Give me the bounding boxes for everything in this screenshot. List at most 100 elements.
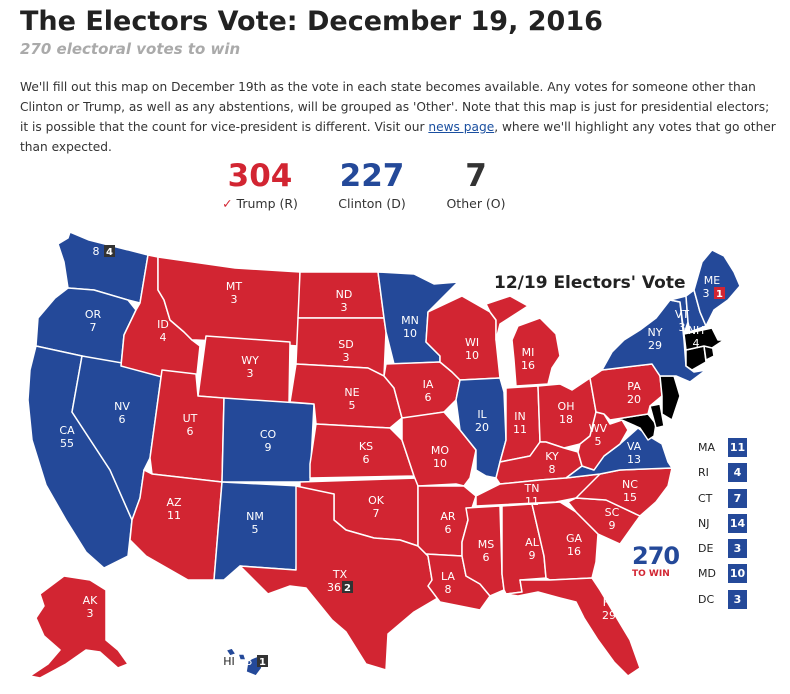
state-label-mn: MN bbox=[401, 314, 419, 327]
state-AZ[interactable] bbox=[129, 469, 223, 581]
state-label-tx: TX bbox=[332, 568, 348, 581]
state-label-wy: WY bbox=[241, 354, 259, 367]
state-ev-nc: 15 bbox=[623, 491, 637, 504]
state-label-id: ID bbox=[157, 318, 169, 331]
small-state-ev: 3 bbox=[728, 589, 747, 609]
state-label-wv: WV bbox=[589, 422, 608, 435]
state-ev-me: 3 bbox=[703, 287, 710, 300]
state-label-wa: WA bbox=[93, 232, 111, 245]
state-ev-ut: 6 bbox=[187, 425, 194, 438]
state-label-ky: KY bbox=[545, 450, 559, 463]
state-ev-or: 7 bbox=[90, 321, 97, 334]
state-DE[interactable] bbox=[649, 403, 665, 429]
small-state-ev: 3 bbox=[728, 539, 747, 559]
state-WY[interactable] bbox=[197, 335, 291, 405]
state-MI-lower[interactable] bbox=[511, 317, 561, 387]
state-label-sc: SC bbox=[605, 506, 620, 519]
state-FL[interactable] bbox=[505, 577, 641, 677]
state-VT[interactable] bbox=[669, 295, 689, 335]
state-label-ut: UT bbox=[183, 412, 198, 425]
state-ev-nm: 5 bbox=[252, 523, 259, 536]
page-subtitle: 270 electoral votes to win bbox=[20, 40, 241, 58]
other-label: Other (O) bbox=[446, 196, 506, 211]
state-NY[interactable] bbox=[601, 299, 707, 383]
state-label-nd: ND bbox=[336, 288, 353, 301]
state-label-mt: MT bbox=[226, 280, 242, 293]
intro-text-2: , where we'll highlight any votes that g… bbox=[20, 120, 776, 154]
state-MD[interactable] bbox=[609, 413, 657, 441]
trump-label: Trump (R) bbox=[236, 196, 298, 211]
state-NJ[interactable] bbox=[659, 375, 681, 421]
state-ev-wi: 10 bbox=[465, 349, 479, 362]
small-state-abbr: MD bbox=[698, 567, 716, 581]
state-ev-mn: 10 bbox=[403, 327, 417, 340]
state-MT[interactable] bbox=[157, 256, 301, 347]
other-votes-value-hi: 1 bbox=[259, 657, 266, 668]
small-state-ev: 11 bbox=[728, 438, 747, 457]
state-label-oh: OH bbox=[558, 400, 575, 413]
state-label-nv: NV bbox=[114, 400, 130, 413]
other-votes-badge-wa bbox=[104, 245, 115, 257]
state-ev-ne: 5 bbox=[349, 399, 356, 412]
other-total-value: 7 bbox=[465, 158, 487, 194]
small-state-abbr: CT bbox=[698, 491, 713, 505]
small-state-abbr: RI bbox=[698, 466, 709, 480]
state-GA[interactable] bbox=[531, 501, 599, 581]
state-HI-2[interactable] bbox=[225, 647, 237, 657]
other-votes-value-wa: 4 bbox=[106, 247, 113, 258]
state-ev-tn: 11 bbox=[525, 495, 539, 508]
state-ev-ak: 3 bbox=[87, 607, 94, 620]
state-MA[interactable] bbox=[683, 327, 725, 351]
state-ev-oh: 18 bbox=[559, 413, 573, 426]
small-state-abbr: DE bbox=[698, 542, 714, 556]
small-state-ev: 7 bbox=[728, 488, 747, 508]
state-ev-wa: 8 bbox=[93, 245, 100, 258]
state-ev-il: 20 bbox=[475, 421, 489, 434]
news-page-link[interactable]: news page bbox=[428, 120, 495, 134]
state-ev-in: 11 bbox=[513, 423, 527, 436]
state-label-mo: MO bbox=[431, 444, 449, 457]
state-label-va: VA bbox=[627, 440, 642, 453]
state-NE[interactable] bbox=[289, 363, 403, 429]
state-ev-hi: 3 bbox=[246, 655, 253, 668]
state-ev-al: 9 bbox=[529, 549, 536, 562]
other-votes-badge-hi bbox=[257, 655, 268, 667]
small-state-abbr: DC bbox=[698, 592, 715, 606]
state-TX[interactable] bbox=[239, 485, 449, 671]
state-ev-pa: 20 bbox=[627, 393, 641, 406]
state-ev-nh: 4 bbox=[693, 337, 700, 350]
state-ev-nv: 6 bbox=[119, 413, 126, 426]
state-ev-va: 13 bbox=[627, 453, 641, 466]
state-label-nc: NC bbox=[622, 478, 638, 491]
state-ev-wv: 5 bbox=[595, 435, 602, 448]
state-ev-vt: 3 bbox=[679, 321, 686, 334]
state-IL[interactable] bbox=[455, 377, 507, 479]
state-ev-ky: 8 bbox=[549, 463, 556, 476]
state-label-nh: NH bbox=[688, 324, 705, 337]
state-ev-ca: 55 bbox=[60, 437, 74, 450]
state-ev-id: 4 bbox=[160, 331, 167, 344]
small-state-ev: 10 bbox=[728, 564, 747, 584]
state-ev-sd: 3 bbox=[343, 351, 350, 364]
state-label-wi: WI bbox=[465, 336, 479, 349]
logo-text: TO WIN bbox=[632, 569, 670, 579]
small-state-abbr: NJ bbox=[698, 516, 710, 530]
270towin-logo: 270 TO WIN bbox=[632, 544, 682, 586]
state-ev-mo: 10 bbox=[433, 457, 447, 470]
state-label-mi: MI bbox=[522, 346, 535, 359]
state-label-or: OR bbox=[85, 308, 102, 321]
state-label-tn: TN bbox=[524, 482, 540, 495]
state-label-me: ME bbox=[704, 274, 720, 287]
state-label-ia: IA bbox=[423, 378, 434, 391]
state-AK[interactable] bbox=[29, 575, 129, 679]
logo-number: 270 bbox=[632, 542, 680, 570]
other-votes-badge-tx bbox=[342, 581, 353, 593]
state-ev-tx: 36 bbox=[327, 581, 341, 594]
state-label-sd: SD bbox=[338, 338, 353, 351]
small-state-abbr: MA bbox=[698, 441, 716, 454]
state-ev-fl: 29 bbox=[602, 609, 616, 622]
state-HI-3[interactable] bbox=[237, 653, 247, 661]
state-MI[interactable] bbox=[485, 295, 529, 341]
other-total: 7 Other (O) bbox=[430, 158, 522, 211]
